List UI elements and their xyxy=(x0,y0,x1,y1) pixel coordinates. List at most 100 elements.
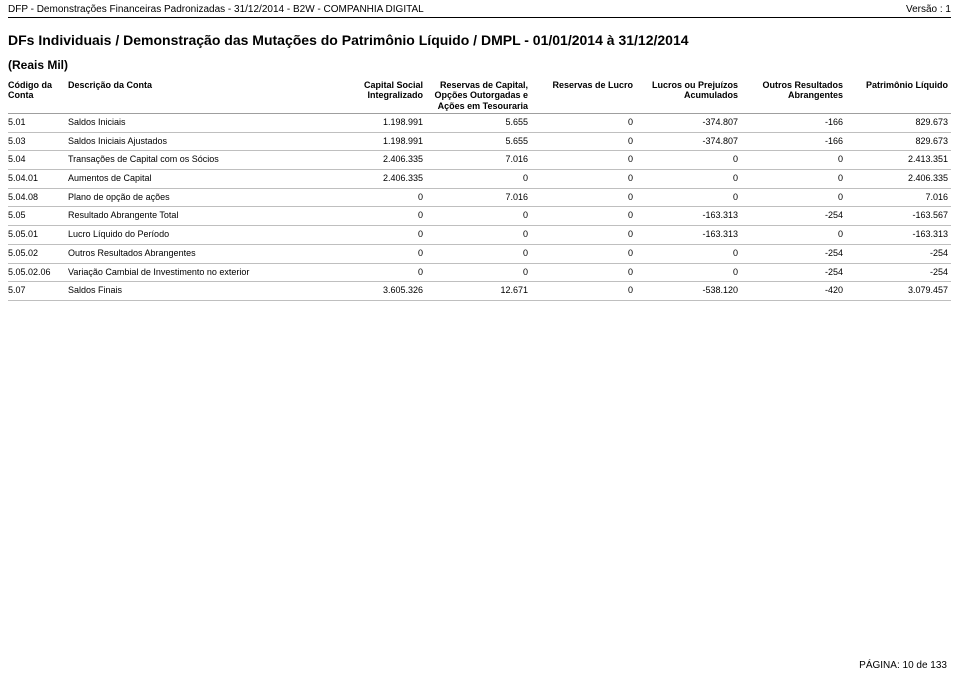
header-right-text: Versão : 1 xyxy=(906,4,951,15)
cell-patrimonio-liquido: -163.567 xyxy=(843,210,948,222)
cell-patrimonio-liquido: 829.673 xyxy=(843,117,948,129)
cell-code: 5.04.01 xyxy=(8,173,68,185)
cell-desc: Plano de opção de ações xyxy=(68,192,318,204)
cell-capital-social: 2.406.335 xyxy=(318,154,423,166)
table-row: 5.04.08Plano de opção de ações07.0160007… xyxy=(8,189,951,208)
cell-capital-social: 2.406.335 xyxy=(318,173,423,185)
cell-outros-resultados: -254 xyxy=(738,248,843,260)
cell-reservas-lucro: 0 xyxy=(528,285,633,297)
cell-capital-social: 0 xyxy=(318,248,423,260)
cell-patrimonio-liquido: 2.413.351 xyxy=(843,154,948,166)
col-header-outros-resultados: Outros Resultados Abrangentes xyxy=(738,80,843,101)
cell-code: 5.01 xyxy=(8,117,68,129)
page-footer: PÁGINA: 10 de 133 xyxy=(859,660,947,671)
cell-patrimonio-liquido: -254 xyxy=(843,248,948,260)
col-header-reservas-capital: Reservas de Capital, Opções Outorgadas e… xyxy=(423,80,528,111)
page-subtitle: (Reais Mil) xyxy=(0,58,959,78)
table-header-row: Código da Conta Descrição da Conta Capit… xyxy=(8,78,951,114)
cell-code: 5.05.02.06 xyxy=(8,267,68,279)
col-header-desc: Descrição da Conta xyxy=(68,80,318,90)
col-header-lucros-prejuizos: Lucros ou Prejuízos Acumulados xyxy=(633,80,738,101)
cell-outros-resultados: -254 xyxy=(738,210,843,222)
cell-lucros-prejuizos: -163.313 xyxy=(633,210,738,222)
cell-capital-social: 0 xyxy=(318,210,423,222)
table-row: 5.05.02.06Variação Cambial de Investimen… xyxy=(8,264,951,283)
cell-patrimonio-liquido: -163.313 xyxy=(843,229,948,241)
cell-outros-resultados: 0 xyxy=(738,154,843,166)
table-row: 5.01Saldos Iniciais1.198.9915.6550-374.8… xyxy=(8,114,951,133)
col-header-capital-social: Capital Social Integralizado xyxy=(318,80,423,101)
table-row: 5.07Saldos Finais3.605.32612.6710-538.12… xyxy=(8,282,951,301)
cell-reservas-lucro: 0 xyxy=(528,229,633,241)
col-header-code: Código da Conta xyxy=(8,80,68,101)
cell-desc: Outros Resultados Abrangentes xyxy=(68,248,318,260)
cell-code: 5.04.08 xyxy=(8,192,68,204)
cell-reservas-lucro: 0 xyxy=(528,248,633,260)
table-row: 5.05.02Outros Resultados Abrangentes0000… xyxy=(8,245,951,264)
dmpl-table: Código da Conta Descrição da Conta Capit… xyxy=(0,78,959,301)
cell-outros-resultados: -254 xyxy=(738,267,843,279)
cell-reservas-lucro: 0 xyxy=(528,210,633,222)
cell-reservas-lucro: 0 xyxy=(528,136,633,148)
cell-reservas-capital: 0 xyxy=(423,267,528,279)
table-row: 5.05Resultado Abrangente Total000-163.31… xyxy=(8,207,951,226)
cell-code: 5.05.01 xyxy=(8,229,68,241)
cell-code: 5.07 xyxy=(8,285,68,297)
table-body: 5.01Saldos Iniciais1.198.9915.6550-374.8… xyxy=(8,114,951,301)
cell-outros-resultados: -166 xyxy=(738,117,843,129)
cell-outros-resultados: 0 xyxy=(738,173,843,185)
cell-reservas-lucro: 0 xyxy=(528,173,633,185)
cell-capital-social: 3.605.326 xyxy=(318,285,423,297)
cell-reservas-lucro: 0 xyxy=(528,154,633,166)
cell-patrimonio-liquido: 2.406.335 xyxy=(843,173,948,185)
table-row: 5.04Transações de Capital com os Sócios2… xyxy=(8,151,951,170)
cell-lucros-prejuizos: 0 xyxy=(633,267,738,279)
header-left-text: DFP - Demonstrações Financeiras Padroniz… xyxy=(8,4,424,15)
cell-code: 5.03 xyxy=(8,136,68,148)
cell-reservas-lucro: 0 xyxy=(528,267,633,279)
cell-lucros-prejuizos: 0 xyxy=(633,154,738,166)
cell-capital-social: 0 xyxy=(318,229,423,241)
cell-desc: Resultado Abrangente Total xyxy=(68,210,318,222)
cell-patrimonio-liquido: 7.016 xyxy=(843,192,948,204)
cell-reservas-capital: 7.016 xyxy=(423,192,528,204)
table-row: 5.03Saldos Iniciais Ajustados1.198.9915.… xyxy=(8,133,951,152)
table-row: 5.05.01Lucro Líquido do Período000-163.3… xyxy=(8,226,951,245)
cell-reservas-capital: 0 xyxy=(423,210,528,222)
cell-outros-resultados: -166 xyxy=(738,136,843,148)
cell-patrimonio-liquido: 829.673 xyxy=(843,136,948,148)
cell-reservas-capital: 0 xyxy=(423,229,528,241)
cell-reservas-capital: 12.671 xyxy=(423,285,528,297)
cell-desc: Transações de Capital com os Sócios xyxy=(68,154,318,166)
cell-patrimonio-liquido: -254 xyxy=(843,267,948,279)
cell-reservas-capital: 0 xyxy=(423,173,528,185)
cell-reservas-capital: 0 xyxy=(423,248,528,260)
cell-desc: Lucro Líquido do Período xyxy=(68,229,318,241)
cell-code: 5.05.02 xyxy=(8,248,68,260)
cell-reservas-lucro: 0 xyxy=(528,192,633,204)
cell-outros-resultados: 0 xyxy=(738,229,843,241)
cell-reservas-capital: 7.016 xyxy=(423,154,528,166)
cell-lucros-prejuizos: 0 xyxy=(633,248,738,260)
page-header: DFP - Demonstrações Financeiras Padroniz… xyxy=(0,0,959,17)
cell-reservas-lucro: 0 xyxy=(528,117,633,129)
cell-outros-resultados: 0 xyxy=(738,192,843,204)
cell-lucros-prejuizos: -163.313 xyxy=(633,229,738,241)
cell-reservas-capital: 5.655 xyxy=(423,136,528,148)
cell-desc: Saldos Iniciais xyxy=(68,117,318,129)
table-row: 5.04.01Aumentos de Capital2.406.33500002… xyxy=(8,170,951,189)
cell-desc: Aumentos de Capital xyxy=(68,173,318,185)
cell-code: 5.04 xyxy=(8,154,68,166)
cell-capital-social: 1.198.991 xyxy=(318,117,423,129)
cell-desc: Saldos Iniciais Ajustados xyxy=(68,136,318,148)
cell-capital-social: 0 xyxy=(318,192,423,204)
col-header-reservas-lucro: Reservas de Lucro xyxy=(528,80,633,90)
col-header-patrimonio-liquido: Patrimônio Líquido xyxy=(843,80,948,90)
cell-lucros-prejuizos: 0 xyxy=(633,192,738,204)
cell-lucros-prejuizos: -374.807 xyxy=(633,136,738,148)
cell-lucros-prejuizos: 0 xyxy=(633,173,738,185)
cell-outros-resultados: -420 xyxy=(738,285,843,297)
cell-lucros-prejuizos: -538.120 xyxy=(633,285,738,297)
page-title: DFs Individuais / Demonstração das Mutaç… xyxy=(0,32,959,58)
cell-code: 5.05 xyxy=(8,210,68,222)
